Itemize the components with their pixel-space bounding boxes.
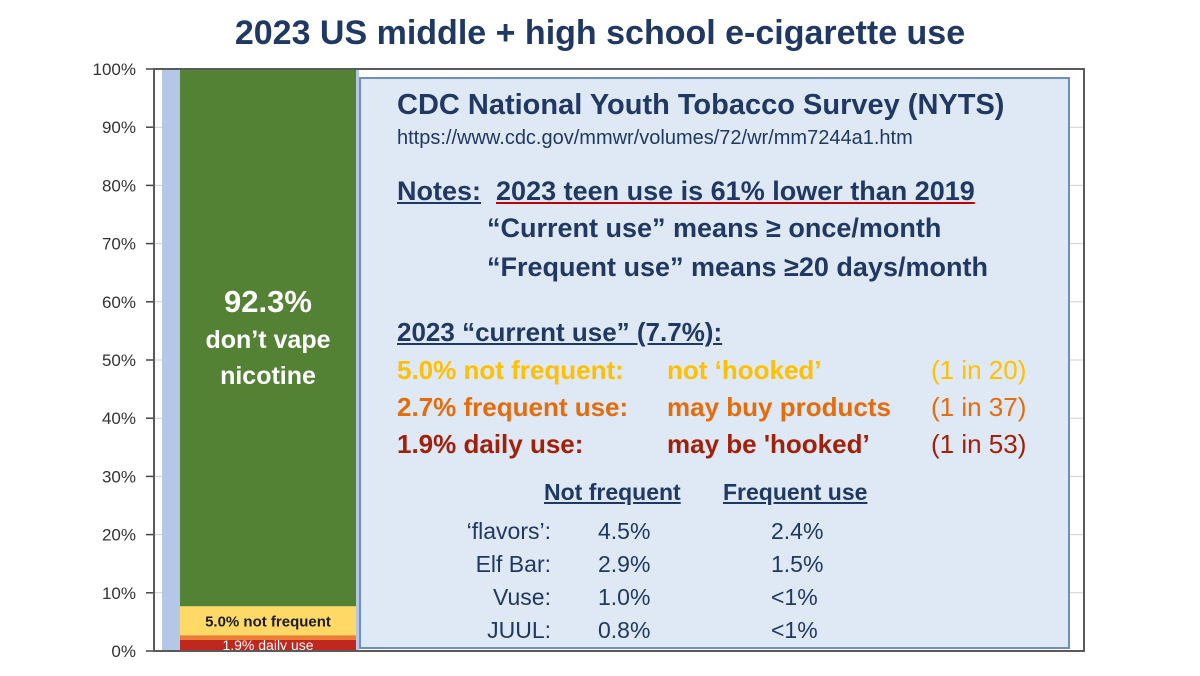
table-row: Elf Bar: 2.9% 1.5% bbox=[361, 551, 1061, 583]
table-cell-not-frequent: 0.8% bbox=[598, 617, 651, 643]
bar-segments: 1.9% daily use 5.0% not frequent bbox=[180, 69, 356, 653]
plot-frame bbox=[153, 68, 1085, 652]
big-percent-label: 92.3% bbox=[224, 284, 312, 319]
chart-title: 2023 US middle + high school e-cigarette… bbox=[234, 14, 966, 52]
use-row-meaning: not ‘hooked’ bbox=[667, 355, 822, 385]
use-row: 1.9% daily use: may be 'hooked’ (1 in 53) bbox=[397, 429, 1037, 463]
y-tick-label: 0% bbox=[111, 642, 136, 661]
table-cell-brand: JUUL: bbox=[487, 617, 551, 643]
table-cell-not-frequent: 4.5% bbox=[598, 518, 651, 544]
bar-segment bbox=[180, 606, 356, 636]
use-row: 2.7% frequent use: may buy products (1 in … bbox=[397, 392, 1037, 426]
source-title: CDC National Youth Tobacco Survey (NYTS) bbox=[397, 89, 1005, 121]
note-current-use: “Current use” means ≥ once/month bbox=[487, 213, 942, 243]
notes-row: Notes: 2023 teen use is 61% lower than 2… bbox=[397, 176, 975, 207]
table-cell-not-frequent: 2.9% bbox=[598, 551, 651, 577]
bar-segment bbox=[180, 69, 356, 607]
table-row: ‘flavors’: 4.5% 2.4% bbox=[361, 518, 1061, 550]
use-row-label: 2.7% frequent use: bbox=[397, 392, 629, 422]
bar-segment-label: 1.9% daily use bbox=[222, 637, 313, 653]
table-row: Vuse: 1.0% <1% bbox=[361, 584, 1061, 616]
use-row-meaning: may be 'hooked’ bbox=[667, 429, 870, 459]
use-row-label: 5.0% not frequent: bbox=[397, 355, 624, 385]
table-cell-frequent: 2.4% bbox=[771, 518, 824, 544]
y-tick-label: 90% bbox=[102, 118, 136, 137]
y-tick-label: 50% bbox=[102, 351, 136, 370]
notes-headline: 2023 teen use is 61% lower than 2019 bbox=[496, 176, 975, 206]
y-tick-label: 10% bbox=[102, 584, 136, 603]
bar-segment bbox=[180, 639, 356, 651]
notes-key: Notes: bbox=[397, 176, 482, 206]
info-panel: CDC National Youth Tobacco Survey (NYTS)… bbox=[359, 77, 1070, 649]
table-row: JUUL: 0.8% <1% bbox=[361, 617, 1061, 649]
bar-segment bbox=[180, 635, 356, 640]
y-tick-label: 40% bbox=[102, 409, 136, 428]
note-frequent-use: “Frequent use” means ≥20 days/month bbox=[487, 252, 988, 282]
y-tick-label: 20% bbox=[102, 526, 136, 545]
use-row: 5.0% not frequent: not ‘hooked’ (1 in 20) bbox=[397, 355, 1037, 389]
y-tick-label: 60% bbox=[102, 293, 136, 312]
y-tick-label: 80% bbox=[102, 176, 136, 195]
table-header-frequent: Frequent use bbox=[723, 479, 868, 505]
table-header-not-frequent: Not frequent bbox=[544, 479, 681, 505]
y-tick-label: 100% bbox=[93, 60, 136, 79]
big-label-line2: nicotine bbox=[220, 362, 316, 390]
use-row-meaning: may buy products bbox=[667, 392, 891, 422]
use-row-ratio: (1 in 20) bbox=[931, 355, 1027, 385]
y-tick-label: 30% bbox=[102, 467, 136, 486]
table-cell-not-frequent: 1.0% bbox=[598, 584, 651, 610]
current-use-heading: 2023 “current use” (7.7%): bbox=[397, 317, 723, 347]
table-cell-frequent: <1% bbox=[771, 584, 818, 610]
y-tick-label: 70% bbox=[102, 235, 136, 254]
table-cell-brand: ‘flavors’: bbox=[466, 518, 551, 544]
table-cell-brand: Vuse: bbox=[493, 584, 551, 610]
table-cell-frequent: <1% bbox=[771, 617, 818, 643]
use-row-label: 1.9% daily use: bbox=[397, 429, 584, 459]
big-label-line1: don’t vape bbox=[205, 326, 330, 354]
y-axis-ticks: 0% 10% 20% 30% 40% 50% 60% 70% 80% 90% 100% bbox=[93, 60, 154, 661]
source-url[interactable]: https://www.cdc.gov/mmwr/volumes/72/wr/m… bbox=[397, 127, 913, 149]
use-row-ratio: (1 in 37) bbox=[931, 392, 1027, 422]
bar-segment-label: 5.0% not frequent bbox=[205, 614, 331, 631]
table-cell-brand: Elf Bar: bbox=[475, 551, 551, 577]
table-cell-frequent: 1.5% bbox=[771, 551, 824, 577]
use-row-ratio: (1 in 53) bbox=[931, 429, 1027, 459]
